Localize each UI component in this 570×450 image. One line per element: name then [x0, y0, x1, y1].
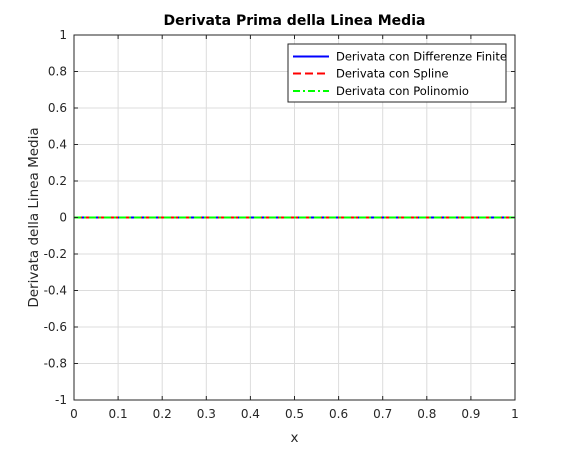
x-tick-label: 0.6 [329, 407, 348, 421]
y-tick-label: -0.4 [44, 284, 67, 298]
x-axis-title: x [291, 430, 299, 446]
y-tick-label: -0.2 [44, 247, 67, 261]
legend-label-differenze-finite: Derivata con Differenze Finite [336, 50, 507, 64]
legend-label-spline: Derivata con Spline [336, 67, 449, 81]
y-tick-label: 0.2 [48, 174, 67, 188]
x-tick-label: 0.5 [285, 407, 304, 421]
x-tick-label: 0.3 [197, 407, 216, 421]
x-tick-label: 0 [70, 407, 78, 421]
legend-label-polinomio: Derivata con Polinomio [336, 84, 469, 98]
y-tick-label: 0.6 [48, 101, 67, 115]
y-tick-label: -0.6 [44, 320, 67, 334]
y-axis-title: Derivata della Linea Media [26, 127, 42, 307]
x-tick-label: 0.2 [153, 407, 172, 421]
x-tick-label: 1 [511, 407, 519, 421]
chart-title: Derivata Prima della Linea Media [164, 13, 426, 29]
legend: Derivata con Differenze Finite Derivata … [288, 44, 507, 102]
x-tick-label: 0.7 [373, 407, 392, 421]
y-tick-label: 0.4 [48, 138, 67, 152]
y-tick-label: 1 [59, 28, 67, 42]
x-tick-label: 0.1 [109, 407, 128, 421]
x-tick-label: 0.8 [417, 407, 436, 421]
x-tick-label: 0.4 [241, 407, 260, 421]
x-tick-label: 0.9 [461, 407, 480, 421]
y-tick-label: -1 [55, 393, 67, 407]
y-tick-label: 0.8 [48, 65, 67, 79]
y-tick-label: -0.8 [44, 357, 67, 371]
y-tick-label: 0 [59, 211, 67, 225]
